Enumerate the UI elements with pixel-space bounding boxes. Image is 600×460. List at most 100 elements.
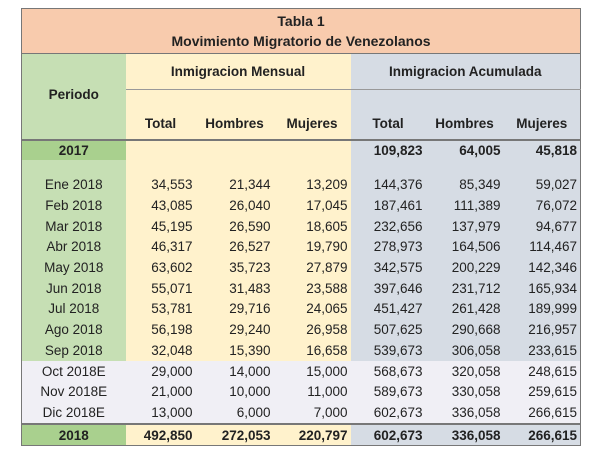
acumulada-mujeres-cell: 266,615 — [503, 402, 582, 424]
mensual-mujeres-cell — [273, 138, 351, 160]
acumulada-total-cell: 602,673 — [350, 402, 426, 424]
mensual-total-cell: 43,085 — [125, 195, 196, 216]
acumulada-total-cell: 232,656 — [350, 215, 426, 237]
mensual-total-cell: 34,553 — [125, 174, 196, 196]
acumulada-total-cell: 568,673 — [350, 360, 426, 382]
group-header-row: Periodo Inmigracion Mensual Inmigracion … — [21, 53, 582, 135]
table-row: Sep 2018 32,048 15,390 16,658 539,673 306,058… — [21, 340, 582, 361]
table-row: Ago 2018 56,198 29,240 26,958 507,625 290,668… — [21, 319, 582, 340]
periodo-cell: Oct 2018E — [21, 360, 126, 382]
periodo-cell: Feb 2018 — [21, 195, 126, 216]
acumulada-hombres-cell: 164,506 — [425, 236, 504, 258]
table-row: Jul 2018 53,781 29,716 24,065 451,427 261,428… — [21, 298, 582, 320]
col-header: Hombres — [195, 89, 274, 135]
col-header: Total — [350, 89, 426, 135]
periodo-cell: Dic 2018E — [21, 402, 126, 424]
mensual-total-cell: 21,000 — [125, 381, 196, 403]
acumulada-total-cell: 539,673 — [350, 340, 426, 361]
title-row: Tabla 1 Movimiento Migratorio de Venezol… — [20, 8, 582, 54]
periodo-cell: Sep 2018 — [21, 340, 126, 361]
mensual-hombres-cell: 29,716 — [195, 298, 274, 320]
spacer-row — [21, 159, 582, 175]
migration-table: Tabla 1 Movimiento Migratorio de Venezol… — [20, 8, 582, 447]
table-row: Oct 2018E 29,000 14,000 15,000 568,673 320,05… — [21, 360, 582, 382]
mensual-hombres-cell: 31,483 — [195, 277, 274, 299]
acumulada-mujeres-cell: 233,615 — [503, 340, 582, 361]
mensual-mujeres-cell: 26,958 — [273, 319, 351, 340]
mensual-hombres-cell: 26,527 — [195, 236, 274, 258]
mensual-total-cell: 53,781 — [125, 298, 196, 320]
acumulada-hombres-cell: 330,058 — [425, 381, 504, 403]
mensual-mujeres-cell: 19,790 — [273, 236, 351, 258]
acumulada-total-cell: 342,575 — [350, 257, 426, 278]
acumulada-mujeres-cell: 142,346 — [503, 257, 582, 278]
acumulada-total-cell: 278,973 — [350, 236, 426, 258]
mensual-mujeres-cell: 27,879 — [273, 257, 351, 278]
mensual-hombres-cell: 15,390 — [195, 340, 274, 361]
table-row: 2018 492,850 272,053 220,797 602,673 336,058 2… — [21, 422, 582, 447]
table-row: Ene 2018 34,553 21,344 13,209 144,376 85,349 5… — [21, 174, 582, 196]
header-acumulada: Inmigracion Acumulada — [350, 53, 582, 90]
mensual-hombres-cell: 21,344 — [195, 174, 274, 196]
acumulada-mujeres-cell: 259,615 — [503, 381, 582, 403]
periodo-cell: Jul 2018 — [21, 298, 126, 320]
acumulada-hombres-cell: 306,058 — [425, 340, 504, 361]
periodo-cell: May 2018 — [21, 257, 126, 278]
mensual-mujeres-cell: 23,588 — [273, 277, 351, 299]
periodo-cell: Ago 2018 — [21, 319, 126, 340]
acumulada-total-cell: 397,646 — [350, 277, 426, 299]
col-header: Mujeres — [273, 89, 351, 135]
mensual-hombres-cell: 272,053 — [195, 422, 274, 447]
acumulada-hombres-cell: 85,349 — [425, 174, 504, 196]
acumulada-mujeres-cell: 248,615 — [503, 360, 582, 382]
acumulada-hombres-cell: 137,979 — [425, 215, 504, 237]
table-row: 2017 109,823 64,005 45,818 — [21, 138, 582, 160]
acumulada-mujeres-cell: 94,677 — [503, 215, 582, 237]
acumulada-hombres-cell: 111,389 — [425, 195, 504, 216]
table-row: Abr 2018 46,317 26,527 19,790 278,973 164,506… — [21, 236, 582, 258]
mensual-mujeres-cell: 13,209 — [273, 174, 351, 196]
acumulada-hombres-cell: 336,058 — [425, 422, 504, 447]
mensual-hombres-cell — [195, 138, 274, 160]
mensual-total-cell: 45,195 — [125, 215, 196, 237]
acumulada-mujeres-cell: 76,072 — [503, 195, 582, 216]
table-row: May 2018 63,602 35,723 27,879 342,575 200,229… — [21, 257, 582, 278]
mensual-mujeres-cell: 24,065 — [273, 298, 351, 320]
mensual-total-cell: 32,048 — [125, 340, 196, 361]
periodo-cell: Abr 2018 — [21, 236, 126, 258]
periodo-cell: Nov 2018E — [21, 381, 126, 403]
mensual-mujeres-cell: 11,000 — [273, 381, 351, 403]
col-header: Mujeres — [503, 89, 582, 135]
acumulada-total-cell: 144,376 — [350, 174, 426, 196]
periodo-cell: 2018 — [21, 422, 126, 447]
table-row: Nov 2018E 21,000 10,000 11,000 589,673 330,05… — [21, 381, 582, 403]
acumulada-total-cell: 589,673 — [350, 381, 426, 403]
periodo-cell: Mar 2018 — [21, 215, 126, 237]
header-periodo: Periodo — [21, 53, 126, 135]
column-header-row: Total Hombres Mujeres Total Hombres Muje… — [22, 89, 582, 135]
table-subtitle: Movimiento Migratorio de Venezolanos — [171, 33, 431, 49]
table-row: Dic 2018E 13,000 6,000 7,000 602,673 336,058 2… — [21, 402, 582, 424]
table-row: Jun 2018 55,071 31,483 23,588 397,646 231,712… — [21, 277, 582, 299]
mensual-hombres-cell: 26,040 — [195, 195, 274, 216]
mensual-mujeres-cell: 15,000 — [273, 360, 351, 382]
mensual-mujeres-cell: 17,045 — [273, 195, 351, 216]
col-header: Hombres — [425, 89, 504, 135]
table-row: Feb 2018 43,085 26,040 17,045 187,461 111,389… — [21, 195, 582, 216]
mensual-hombres-cell: 26,590 — [195, 215, 274, 237]
acumulada-hombres-cell: 231,712 — [425, 277, 504, 299]
mensual-total-cell: 63,602 — [125, 257, 196, 278]
acumulada-total-cell: 187,461 — [350, 195, 426, 216]
acumulada-hombres-cell: 320,058 — [425, 360, 504, 382]
mensual-hombres-cell: 10,000 — [195, 381, 274, 403]
acumulada-mujeres-cell: 59,027 — [503, 174, 582, 196]
mensual-total-cell: 46,317 — [125, 236, 196, 258]
mensual-total-cell — [125, 138, 196, 160]
mensual-mujeres-cell: 7,000 — [273, 402, 351, 424]
acumulada-mujeres-cell: 165,934 — [503, 277, 582, 299]
mensual-mujeres-cell: 16,658 — [273, 340, 351, 361]
header-mensual: Inmigracion Mensual — [125, 53, 351, 90]
spacer-row — [21, 134, 582, 140]
acumulada-total-cell: 451,427 — [350, 298, 426, 320]
acumulada-mujeres-cell: 189,999 — [503, 298, 582, 320]
